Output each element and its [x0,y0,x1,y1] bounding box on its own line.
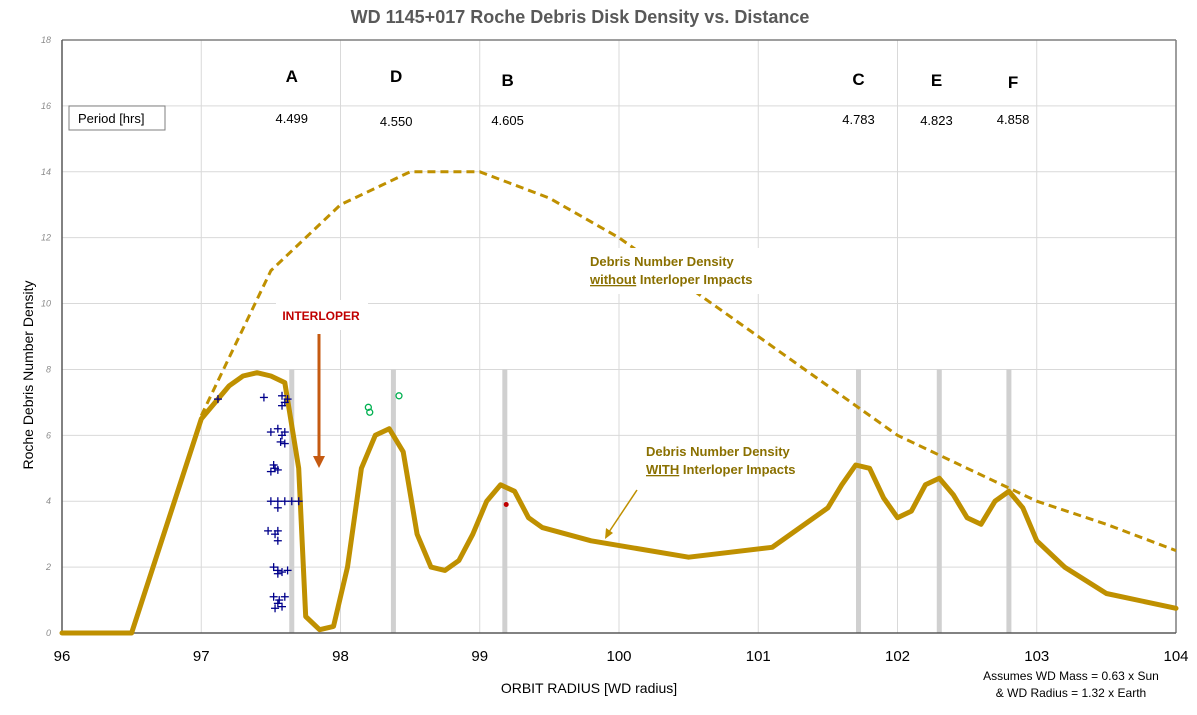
assumption-note-line2: & WD Radius = 1.32 x Earth [996,686,1146,700]
y-tick-label: 8 [46,364,51,374]
plus-marker [271,604,280,613]
peak-letter-f: F [1008,73,1018,92]
plus-marker [269,563,278,572]
annotation-without-line2: without Interloper Impacts [589,272,753,287]
assumption-note-line1: Assumes WD Mass = 0.63 x Sun [983,669,1159,683]
plus-marker [273,424,282,433]
peak-period-f: 4.858 [997,112,1030,127]
plus-marker [283,566,292,575]
x-tick-label: 102 [885,648,910,665]
y-tick-label: 18 [41,35,51,45]
y-ticks: 0 2 4 6 8 10 12 14 16 18 [41,35,51,638]
peak-period-a: 4.499 [275,111,308,126]
annotation-with-line1: Debris Number Density [646,444,791,459]
interloper-label: INTERLOPER [282,309,360,323]
circle-marker [364,403,373,411]
period-label: Period [hrs] [78,111,144,126]
series-line-without [199,170,1177,553]
y-tick-label: 4 [46,496,51,506]
plus-marker [266,428,275,437]
x-tick-label: 97 [193,648,210,665]
x-tick-label: 99 [471,648,488,665]
chart-title: WD 1145+017 Roche Debris Disk Density vs… [351,7,810,27]
x-tick-label: 104 [1163,648,1188,665]
x-tick-label: 103 [1024,648,1049,665]
y-tick-label: 0 [46,628,51,638]
plus-marker [269,592,278,601]
annotation-without-rest: Interloper Impacts [636,272,752,287]
annotation-with-line2: WITH Interloper Impacts [646,462,796,477]
plus-marker [266,467,275,476]
plus-marker [283,395,292,404]
x-tick-label: 101 [746,648,771,665]
plus-marker [278,602,287,611]
y-tick-label: 6 [46,430,51,440]
y-tick-label: 10 [41,299,51,309]
annotation-with-arrowhead [605,528,613,539]
y-tick-label: 2 [45,562,51,572]
y-axis-label: Roche Debris Number Density [20,280,36,469]
x-tick-label: 98 [332,648,349,665]
plus-marker [280,497,289,506]
peak-letter-b: B [501,71,513,90]
plus-marker [294,497,303,506]
y-tick-label: 12 [41,233,51,243]
x-tick-label: 96 [54,648,71,665]
x-tick-label: 100 [606,648,631,665]
plus-marker [278,568,287,577]
period-box [68,105,166,131]
peak-period-e: 4.823 [920,113,953,128]
annotation-with-rest: Interloper Impacts [679,462,795,477]
plus-marker [213,395,222,404]
series-line-with [59,370,1179,636]
plus-marker [266,497,275,506]
plus-marker [276,437,285,446]
annotation-with-underlined: WITH [646,462,679,477]
plus-marker [273,569,282,578]
interloper-arrowhead [313,456,325,468]
annotation-without-line1: Debris Number Density [590,254,735,269]
x-ticks: 96 97 98 99 100 101 102 103 104 [54,648,1189,665]
series-without-interloper [199,170,1177,553]
peak-letter-e: E [931,71,942,90]
peak-period-b: 4.605 [491,113,524,128]
plus-marker [273,599,282,608]
peak-labels: A 4.499 D 4.550 B 4.605 C 4.783 E 4.823 F 4.858 [275,67,1029,129]
plus-marker [271,464,280,473]
plus-marker [271,530,280,539]
red-marker [503,502,509,508]
annotation-without-bg [585,248,765,294]
markers [213,391,509,613]
plus-marker [280,592,289,601]
plus-marker [280,428,289,437]
plus-marker [264,526,273,535]
circle-marker [395,392,403,400]
interloper-label-bg [276,300,368,330]
circle-marker [366,408,374,416]
plus-marker [278,401,287,410]
y-tick-label: 16 [41,101,51,111]
peak-letter-a: A [286,67,298,86]
series-with-interloper [59,370,1179,636]
peak-period-d: 4.550 [380,114,413,129]
x-axis-label: ORBIT RADIUS [WD radius] [501,680,677,696]
y-tick-label: 14 [41,167,51,177]
peak-letter-c: C [852,70,864,89]
plus-marker [278,391,287,400]
peak-letter-d: D [390,67,402,86]
annotation-without-underlined: without [589,272,637,287]
plot-frame [61,39,1177,634]
plus-marker [280,439,289,448]
plus-marker [259,393,268,402]
plus-marker [273,503,282,512]
peak-period-c: 4.783 [842,112,875,127]
annotation-with-pointer [608,489,638,533]
plus-marker [273,536,282,545]
plus-marker [287,497,296,506]
